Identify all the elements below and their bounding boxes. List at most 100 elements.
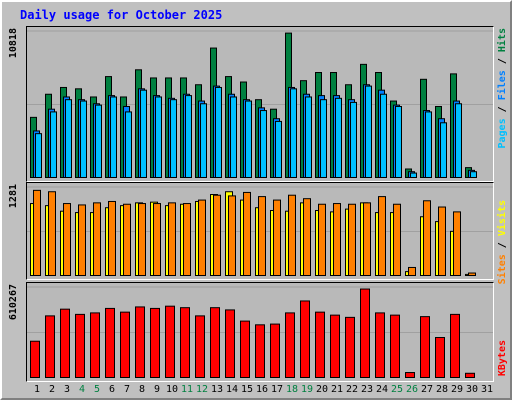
bar-kbytes-19 [300, 300, 310, 379]
bar-kbytes-22 [345, 316, 355, 378]
bar-pages-11 [185, 95, 192, 178]
top-panel-legend: Pages / Files / Hits [497, 28, 508, 149]
bar-kbytes-1 [30, 340, 40, 378]
bar-sites-2 [48, 191, 56, 276]
x-tick-label-8: 8 [138, 384, 146, 395]
bar-kbytes-18 [285, 312, 295, 378]
x-tick-label-10: 10 [165, 384, 179, 395]
hits-files-pages-plot [27, 30, 493, 179]
bar-pages-8 [140, 89, 147, 178]
legend-visits: Visits [497, 200, 508, 237]
x-tick-label-19: 19 [300, 384, 314, 395]
x-tick-label-3: 3 [63, 384, 71, 395]
bar-sites-12 [198, 199, 206, 276]
bar-pages-28 [440, 122, 447, 178]
bar-sites-27 [423, 200, 431, 276]
chart-title: Daily usage for October 2025 [20, 8, 223, 22]
bar-sites-5 [93, 202, 101, 277]
legend-hits: Hits [497, 28, 508, 53]
x-tick-label-7: 7 [123, 384, 131, 395]
bar-sites-1 [33, 189, 41, 276]
middle-panel-ymax-label: 1281 [8, 184, 19, 209]
x-tick-label-23: 23 [360, 384, 374, 395]
bar-pages-6 [110, 96, 117, 178]
bar-kbytes-8 [135, 306, 145, 378]
bar-kbytes-7 [120, 311, 130, 378]
bar-sites-19 [303, 198, 311, 277]
bar-sites-13 [213, 194, 221, 276]
x-tick-label-26: 26 [405, 384, 419, 395]
bar-pages-27 [425, 111, 432, 178]
bar-pages-3 [65, 99, 72, 178]
bar-sites-28 [438, 206, 446, 277]
bar-sites-3 [63, 203, 71, 277]
bar-sites-26 [408, 266, 416, 277]
bar-sites-25 [393, 203, 401, 276]
bar-pages-16 [260, 110, 267, 178]
bar-sites-18 [288, 194, 296, 276]
bar-sites-8 [138, 203, 146, 277]
bar-kbytes-17 [270, 323, 280, 378]
bar-pages-9 [155, 96, 162, 178]
bar-sites-17 [273, 199, 281, 276]
legend-sites: Sites [497, 254, 508, 285]
bar-kbytes-23 [360, 288, 370, 378]
bar-pages-30 [470, 171, 477, 178]
x-axis: 1 2 3 4 5 6 7 8 9 10 11 12 13 14 15 16 17 18 19 20 21 22 23 24 2… [26, 384, 494, 398]
bar-sites-20 [318, 203, 326, 276]
bar-kbytes-26 [405, 372, 415, 379]
x-tick-label-29: 29 [450, 384, 464, 395]
x-tick-label-4: 4 [78, 384, 86, 395]
bar-pages-22 [350, 101, 357, 178]
kbytes-panel [26, 282, 494, 382]
x-tick-label-2: 2 [48, 384, 56, 395]
bar-pages-20 [320, 99, 327, 178]
bar-sites-4 [78, 204, 86, 276]
legend-kbytes: KBytes [497, 340, 508, 377]
bar-kbytes-20 [315, 311, 325, 378]
x-tick-label-28: 28 [435, 384, 449, 395]
bar-pages-21 [335, 97, 342, 178]
bar-pages-18 [290, 88, 297, 178]
middle-panel-legend: Sites / Visits [497, 200, 508, 284]
bar-kbytes-28 [435, 336, 445, 378]
bar-pages-24 [380, 93, 387, 178]
bar-sites-29 [453, 211, 461, 276]
x-tick-label-6: 6 [108, 384, 116, 395]
x-tick-label-16: 16 [255, 384, 269, 395]
bar-pages-2 [50, 111, 57, 178]
bar-pages-13 [215, 86, 222, 179]
bar-pages-15 [245, 100, 252, 178]
bottom-panel-legend: KBytes [497, 340, 508, 376]
bar-kbytes-14 [225, 309, 235, 378]
x-tick-label-31: 31 [480, 384, 494, 395]
legend-files: Files [497, 70, 508, 101]
bar-sites-10 [168, 202, 176, 277]
x-tick-label-12: 12 [195, 384, 209, 395]
bar-kbytes-4 [75, 313, 85, 378]
hits-files-pages-panel [26, 26, 494, 182]
x-tick-label-20: 20 [315, 384, 329, 395]
bar-sites-16 [258, 196, 266, 276]
x-tick-label-22: 22 [345, 384, 359, 395]
top-panel-ymax-label: 10818 [8, 28, 19, 59]
bar-pages-23 [365, 85, 372, 178]
x-tick-label-17: 17 [270, 384, 284, 395]
bar-pages-12 [200, 103, 207, 178]
bar-pages-26 [410, 172, 417, 179]
bar-kbytes-9 [150, 307, 160, 378]
bar-kbytes-2 [45, 315, 55, 378]
bar-sites-14 [228, 195, 236, 276]
bar-kbytes-5 [90, 312, 100, 378]
legend-separator: / [497, 242, 508, 249]
legend-pages: Pages [497, 118, 508, 149]
bar-pages-4 [80, 100, 87, 178]
bar-kbytes-3 [60, 308, 70, 378]
x-tick-label-14: 14 [225, 384, 239, 395]
bar-sites-11 [183, 203, 191, 277]
x-tick-label-27: 27 [420, 384, 434, 395]
bottom-panel-ymax-label: 610267 [8, 284, 19, 321]
bar-pages-29 [455, 103, 462, 178]
visits-sites-plot [27, 186, 493, 277]
bar-kbytes-15 [240, 320, 250, 378]
